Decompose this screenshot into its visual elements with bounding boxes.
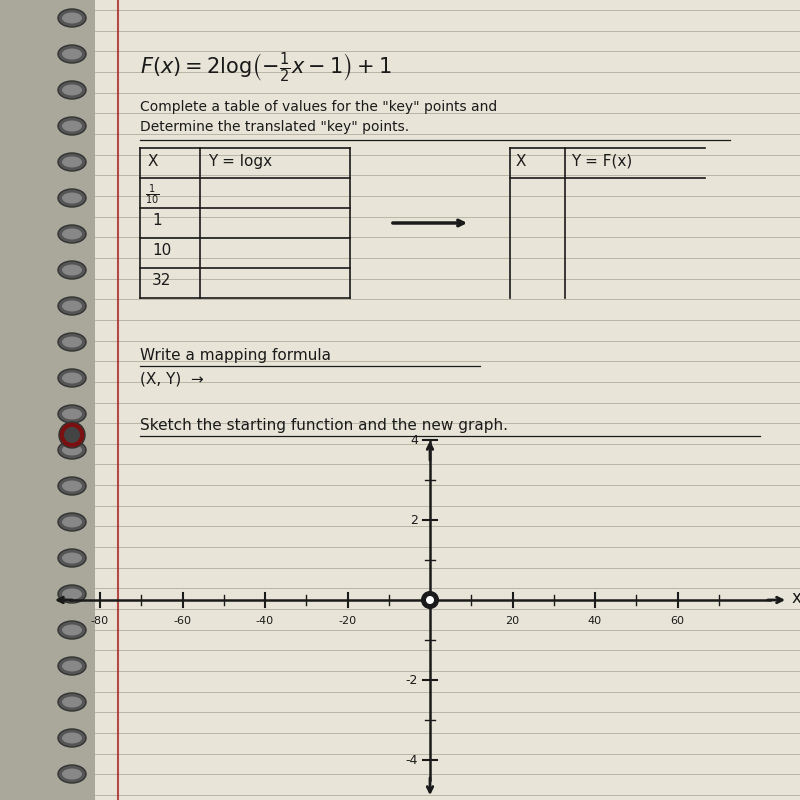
Text: 40: 40 xyxy=(588,616,602,626)
Text: -80: -80 xyxy=(91,616,109,626)
Text: -20: -20 xyxy=(338,616,357,626)
Ellipse shape xyxy=(58,549,86,567)
Ellipse shape xyxy=(62,85,82,95)
Ellipse shape xyxy=(62,517,82,527)
Ellipse shape xyxy=(58,729,86,747)
Text: Complete a table of values for the "key" points and: Complete a table of values for the "key"… xyxy=(140,100,498,114)
Ellipse shape xyxy=(62,265,82,275)
Circle shape xyxy=(64,427,80,443)
Text: 60: 60 xyxy=(670,616,685,626)
Ellipse shape xyxy=(62,769,82,779)
Ellipse shape xyxy=(58,225,86,243)
Text: Write a mapping formula: Write a mapping formula xyxy=(140,348,331,363)
Ellipse shape xyxy=(62,193,82,203)
Ellipse shape xyxy=(58,477,86,495)
Ellipse shape xyxy=(58,261,86,279)
Text: -40: -40 xyxy=(256,616,274,626)
Ellipse shape xyxy=(62,121,82,131)
Text: 1: 1 xyxy=(152,213,162,228)
Ellipse shape xyxy=(58,369,86,387)
Ellipse shape xyxy=(62,445,82,455)
Ellipse shape xyxy=(62,229,82,239)
Ellipse shape xyxy=(62,625,82,635)
Ellipse shape xyxy=(62,13,82,23)
Text: $\frac{1}{10}$: $\frac{1}{10}$ xyxy=(145,183,159,207)
Ellipse shape xyxy=(58,693,86,711)
Ellipse shape xyxy=(58,621,86,639)
Text: -2: -2 xyxy=(406,674,418,686)
Ellipse shape xyxy=(62,481,82,491)
Text: 32: 32 xyxy=(152,273,171,288)
Ellipse shape xyxy=(58,9,86,27)
Text: 4: 4 xyxy=(410,434,418,446)
Ellipse shape xyxy=(62,373,82,383)
Text: 20: 20 xyxy=(506,616,519,626)
Ellipse shape xyxy=(58,297,86,315)
Ellipse shape xyxy=(62,589,82,599)
Ellipse shape xyxy=(62,661,82,671)
Text: 2: 2 xyxy=(410,514,418,526)
Ellipse shape xyxy=(62,157,82,167)
Ellipse shape xyxy=(62,301,82,311)
Text: Y = F(x): Y = F(x) xyxy=(571,154,632,169)
Ellipse shape xyxy=(58,153,86,171)
Bar xyxy=(0,0,95,800)
Ellipse shape xyxy=(58,189,86,207)
Text: -4: -4 xyxy=(406,754,418,766)
Text: -60: -60 xyxy=(174,616,191,626)
Text: Y = logx: Y = logx xyxy=(208,154,272,169)
Text: (X, Y)  →: (X, Y) → xyxy=(140,372,204,387)
Ellipse shape xyxy=(62,697,82,707)
Text: Sketch the starting function and the new graph.: Sketch the starting function and the new… xyxy=(140,418,508,433)
Ellipse shape xyxy=(58,333,86,351)
Ellipse shape xyxy=(58,585,86,603)
Ellipse shape xyxy=(58,441,86,459)
Text: x: x xyxy=(792,589,800,607)
Text: X: X xyxy=(148,154,158,169)
Text: Determine the translated "key" points.: Determine the translated "key" points. xyxy=(140,120,409,134)
Circle shape xyxy=(422,592,438,608)
Ellipse shape xyxy=(58,81,86,99)
Ellipse shape xyxy=(62,49,82,59)
Ellipse shape xyxy=(62,733,82,743)
Ellipse shape xyxy=(58,765,86,783)
Ellipse shape xyxy=(62,409,82,419)
Circle shape xyxy=(59,422,85,448)
Ellipse shape xyxy=(62,337,82,347)
Ellipse shape xyxy=(62,553,82,563)
Circle shape xyxy=(426,596,434,604)
Text: $F(x) = 2\log\!\left(-\frac{1}{2}x - 1\right) + 1$: $F(x) = 2\log\!\left(-\frac{1}{2}x - 1\r… xyxy=(140,50,392,85)
Ellipse shape xyxy=(58,513,86,531)
Ellipse shape xyxy=(58,45,86,63)
Ellipse shape xyxy=(58,405,86,423)
Ellipse shape xyxy=(58,657,86,675)
Text: X: X xyxy=(516,154,526,169)
Ellipse shape xyxy=(58,117,86,135)
Text: 10: 10 xyxy=(152,243,171,258)
